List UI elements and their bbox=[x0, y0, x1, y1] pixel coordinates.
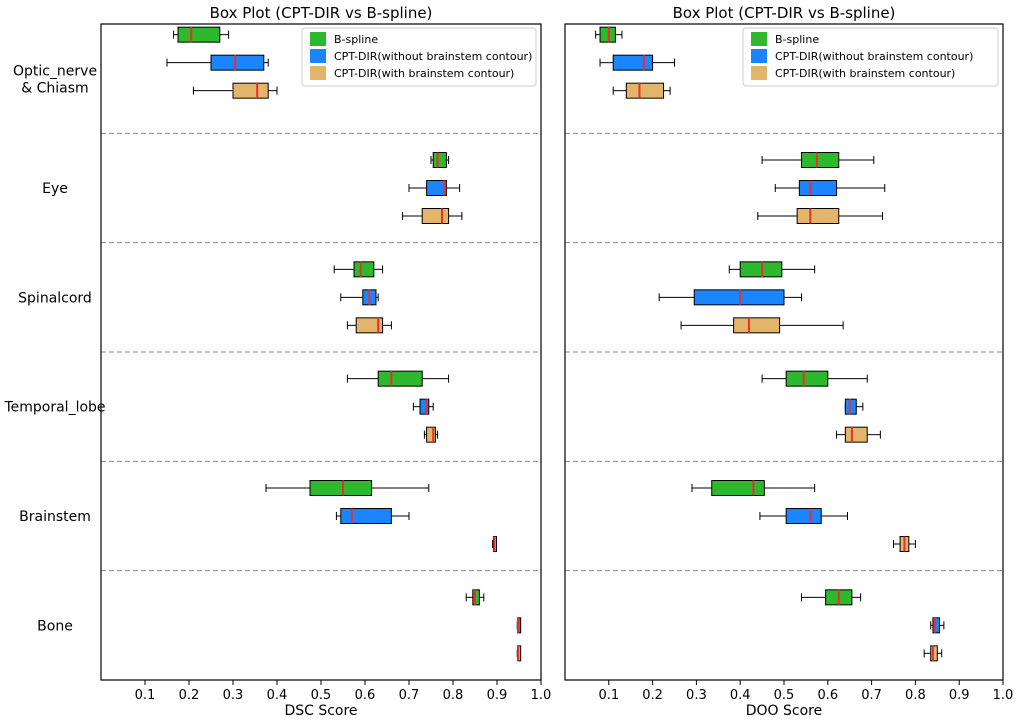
box-0-1-box bbox=[210, 54, 265, 71]
box-3-0-box bbox=[785, 370, 829, 387]
x-axis-label: DSC Score bbox=[284, 703, 357, 719]
legend-label-1: CPT-DIR(without brainstem contour) bbox=[775, 50, 973, 63]
x-tick-label: 0.9 bbox=[487, 688, 508, 703]
box-1-1-box bbox=[426, 180, 447, 196]
box-0-1-box bbox=[612, 54, 654, 71]
legend-swatch-2 bbox=[310, 66, 326, 80]
dsc-panel: Box Plot (CPT-DIR vs B-spline) 0.1 0.2 0.3 0… bbox=[100, 4, 552, 719]
x-tick-label: 0.7 bbox=[861, 688, 882, 703]
x-tick-label: 1.0 bbox=[993, 688, 1014, 703]
legend-label-1: CPT-DIR(without brainstem contour) bbox=[334, 50, 532, 63]
box-4-1-box bbox=[340, 508, 392, 524]
box-3-2-box bbox=[426, 426, 436, 443]
x-tick-label: 0.1 bbox=[135, 688, 156, 703]
panel-title: Box Plot (CPT-DIR vs B-spline) bbox=[673, 4, 896, 22]
x-tick-label: 0.3 bbox=[223, 688, 244, 703]
x-tick-label: 0.6 bbox=[817, 688, 838, 703]
x-tick-label: 0.4 bbox=[730, 688, 751, 703]
legend-swatch-0 bbox=[751, 32, 767, 46]
legend-swatch-2 bbox=[751, 66, 767, 80]
box-4-1-box bbox=[785, 508, 822, 524]
x-tick-label: 0.7 bbox=[399, 688, 420, 703]
legend-swatch-1 bbox=[751, 49, 767, 63]
box-2-2-box bbox=[355, 317, 384, 334]
box-0-0-box bbox=[177, 26, 221, 43]
legend-swatch-0 bbox=[310, 32, 326, 46]
category-label-0: Optic_nerve & Chiasm bbox=[13, 64, 97, 97]
box-1-0-box bbox=[432, 152, 447, 168]
x-tick-label: 1.0 bbox=[531, 688, 552, 703]
box-3-1-box bbox=[419, 398, 430, 415]
box-3-0-box bbox=[377, 370, 423, 387]
legend-box bbox=[301, 27, 537, 87]
legend-swatch-1 bbox=[310, 49, 326, 63]
box-3-2-box bbox=[844, 426, 868, 443]
box-0-2-box bbox=[625, 82, 665, 99]
x-tick-label: 0.9 bbox=[949, 688, 970, 703]
legend-box bbox=[742, 27, 999, 87]
doo-panel: Box Plot (CPT-DIR vs B-spline) 0.1 0.2 0.3 0… bbox=[564, 4, 1014, 719]
category-labels: Optic_nerve & Chiasm Eye Spinalcord Temporal… bbox=[3, 64, 105, 635]
x-tick-label: 0.3 bbox=[686, 688, 707, 703]
box-1-2-box bbox=[796, 208, 840, 224]
legend-label-0: B-spline bbox=[334, 33, 378, 46]
x-tick-label: 0.2 bbox=[642, 688, 663, 703]
box-2-1-box bbox=[693, 289, 785, 306]
box-1-1-box bbox=[798, 180, 838, 196]
category-label-1: Eye bbox=[42, 181, 68, 197]
x-tick-label: 0.5 bbox=[311, 688, 332, 703]
box-3-1-box bbox=[844, 398, 857, 415]
x-tick-label: 0.1 bbox=[598, 688, 619, 703]
category-label-5: Bone bbox=[37, 618, 73, 634]
panel-title: Box Plot (CPT-DIR vs B-spline) bbox=[210, 4, 433, 22]
legend-label-2: CPT-DIR(with brainstem contour) bbox=[334, 67, 514, 80]
x-tick-label: 0.8 bbox=[443, 688, 464, 703]
category-label-4: Brainstem bbox=[19, 509, 91, 525]
box-2-0-box bbox=[353, 261, 375, 278]
box-0-2-box bbox=[232, 82, 269, 99]
x-tick-label: 0.4 bbox=[267, 688, 288, 703]
box-2-2-box bbox=[733, 317, 781, 334]
x-tick-label: 0.6 bbox=[355, 688, 376, 703]
category-label-3: Temporal_lobe bbox=[3, 400, 105, 416]
box-5-2-box bbox=[930, 645, 938, 662]
category-label-2: Spinalcord bbox=[18, 290, 92, 306]
box-1-2-box bbox=[421, 208, 450, 224]
x-tick-label: 0.2 bbox=[179, 688, 200, 703]
legend-label-2: CPT-DIR(with brainstem contour) bbox=[775, 67, 955, 80]
box-2-0-box bbox=[739, 261, 783, 278]
box-5-1-box bbox=[932, 617, 940, 634]
box-0-0-box bbox=[599, 26, 616, 43]
x-axis-label: DOO Score bbox=[746, 703, 822, 719]
x-tick-label: 0.5 bbox=[774, 688, 795, 703]
legend-label-0: B-spline bbox=[775, 33, 819, 46]
box-4-0-box bbox=[309, 480, 373, 496]
box-4-0-box bbox=[711, 480, 765, 496]
box-1-0-box bbox=[801, 152, 840, 168]
box-5-0-box bbox=[472, 589, 480, 606]
x-tick-label: 0.8 bbox=[905, 688, 926, 703]
